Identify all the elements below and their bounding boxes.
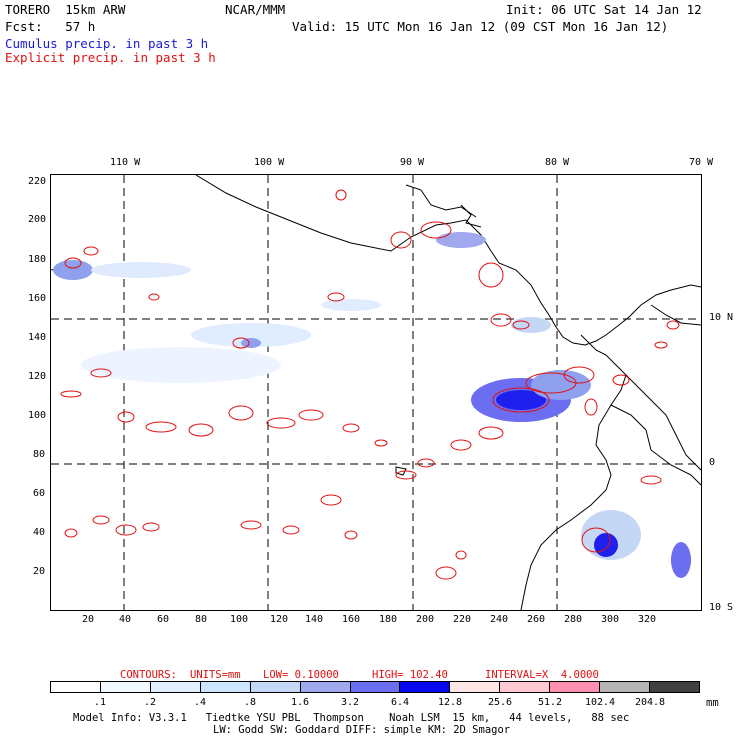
colorbar-tick-label: 1.6 <box>290 697 310 708</box>
colorbar-cell <box>200 682 251 692</box>
colorbar-units: mm <box>706 697 719 709</box>
lon-label-90w: 90 W <box>400 157 425 168</box>
y-label: 180 <box>28 254 47 265</box>
colorbar-cell <box>51 682 101 692</box>
x-label: 120 <box>270 614 289 625</box>
x-label: 200 <box>416 614 435 625</box>
contours-units: UNITS=mm <box>190 669 241 681</box>
explicit-precip-contours <box>60 189 680 580</box>
lon-label-110w: 110 W <box>110 157 141 168</box>
colorbar-cell <box>600 682 651 692</box>
cumulus-legend: Cumulus precip. in past 3 h <box>5 36 209 51</box>
cumulus-precip-fill <box>53 232 691 578</box>
colorbar-cell <box>100 682 151 692</box>
colorbar-tick-label: .8 <box>243 697 257 708</box>
coastline <box>51 175 701 610</box>
colorbar-cell <box>650 682 699 692</box>
colorbar-tick-label: 3.2 <box>340 697 360 708</box>
colorbar-tick-label: 51.2 <box>537 697 563 708</box>
contours-low: LOW= 0.10000 <box>263 669 339 681</box>
lon-label-70w: 70 W <box>689 157 714 168</box>
colorbar-cell <box>300 682 351 692</box>
contours-label: CONTOURS: <box>120 669 177 681</box>
x-label: 320 <box>638 614 657 625</box>
x-label: 20 <box>82 614 95 625</box>
colorbar-tick-label: 25.6 <box>487 697 513 708</box>
lat-label-0: 0 <box>709 457 716 468</box>
model-title: TORERO 15km ARW <box>5 2 126 17</box>
colorbar-tick-label: 204.8 <box>634 697 666 708</box>
map-canvas <box>51 175 701 610</box>
x-label: 40 <box>119 614 132 625</box>
x-label: 100 <box>230 614 249 625</box>
graticule <box>51 175 701 610</box>
y-label: 220 <box>28 176 47 187</box>
colorbar-tick-label: .1 <box>93 697 107 708</box>
x-label: 180 <box>379 614 398 625</box>
explicit-legend: Explicit precip. in past 3 h <box>5 50 216 65</box>
colorbar-cell <box>500 682 551 692</box>
colorbar-tick-label: 6.4 <box>390 697 410 708</box>
lat-label-10s: 10 S <box>709 602 734 613</box>
y-label: 20 <box>33 566 46 577</box>
x-label: 140 <box>305 614 324 625</box>
y-label: 200 <box>28 214 47 225</box>
y-label: 160 <box>28 293 47 304</box>
x-label: 80 <box>195 614 208 625</box>
y-label: 40 <box>33 527 46 538</box>
y-label: 80 <box>33 449 46 460</box>
colorbar-tick-label: 102.4 <box>584 697 616 708</box>
colorbar-tick-label: .2 <box>143 697 157 708</box>
y-label: 100 <box>28 410 47 421</box>
colorbar-cell <box>450 682 501 692</box>
model-info-line-2: LW: Godd SW: Goddard DIFF: simple KM: 2D… <box>213 724 511 736</box>
colorbar-cell <box>250 682 301 692</box>
contours-high: HIGH= 102.40 <box>372 669 448 681</box>
colorbar-tick-label: 12.8 <box>437 697 463 708</box>
colorbar-cell <box>400 682 451 692</box>
colorbar <box>50 681 700 693</box>
colorbar-tick-label: .4 <box>193 697 207 708</box>
colorbar-cell <box>350 682 401 692</box>
valid-time: Valid: 15 UTC Mon 16 Jan 12 (09 CST Mon … <box>292 19 669 34</box>
init-time: Init: 06 UTC Sat 14 Jan 12 <box>506 2 702 17</box>
x-label: 300 <box>601 614 620 625</box>
contours-interval: INTERVAL=X 4.0000 <box>485 669 599 681</box>
org-label: NCAR/MMM <box>225 2 286 17</box>
colorbar-cell <box>550 682 601 692</box>
x-label: 240 <box>490 614 509 625</box>
lon-label-80w: 80 W <box>545 157 570 168</box>
lat-label-10n: 10 N <box>709 312 734 323</box>
lon-label-100w: 100 W <box>254 157 285 168</box>
precip-map <box>50 174 702 611</box>
x-label: 220 <box>453 614 472 625</box>
y-label: 120 <box>28 371 47 382</box>
y-label: 60 <box>33 488 46 499</box>
colorbar-cell <box>150 682 201 692</box>
x-label: 280 <box>564 614 583 625</box>
forecast-hour: Fcst: 57 h <box>5 19 96 34</box>
x-label: 260 <box>527 614 546 625</box>
y-label: 140 <box>28 332 47 343</box>
x-label: 160 <box>342 614 361 625</box>
x-label: 60 <box>157 614 170 625</box>
model-info-line-1: Model Info: V3.3.1 Tiedtke YSU PBL Thomp… <box>73 712 630 724</box>
